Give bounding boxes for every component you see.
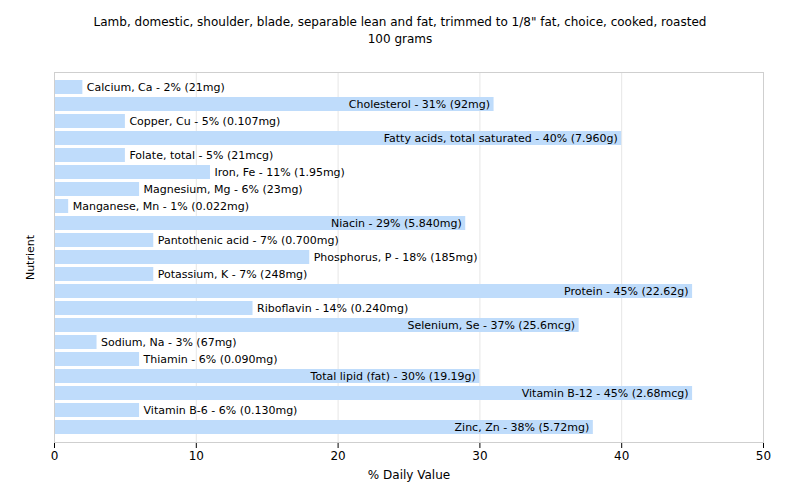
svg-text:Vitamin B-6 - 6% (0.130mg): Vitamin B-6 - 6% (0.130mg) (144, 404, 298, 417)
svg-text:Manganese, Mn - 1% (0.022mg): Manganese, Mn - 1% (0.022mg) (73, 200, 249, 213)
svg-text:0: 0 (51, 449, 59, 463)
svg-text:Cholesterol - 31% (92mg): Cholesterol - 31% (92mg) (349, 98, 490, 111)
svg-text:10: 10 (189, 449, 204, 463)
svg-text:Magnesium, Mg - 6% (23mg): Magnesium, Mg - 6% (23mg) (144, 183, 303, 196)
svg-text:Niacin - 29% (5.840mg): Niacin - 29% (5.840mg) (331, 217, 462, 230)
svg-text:Phosphorus, P - 18% (185mg): Phosphorus, P - 18% (185mg) (314, 251, 478, 264)
svg-text:Copper, Cu - 5% (0.107mg): Copper, Cu - 5% (0.107mg) (129, 115, 280, 128)
svg-text:% Daily Value: % Daily Value (368, 468, 450, 482)
svg-text:Total lipid (fat) - 30% (19.19: Total lipid (fat) - 30% (19.19g) (310, 370, 476, 383)
svg-text:40: 40 (614, 449, 629, 463)
svg-text:Pantothenic acid - 7% (0.700mg: Pantothenic acid - 7% (0.700mg) (158, 234, 339, 247)
svg-text:Folate, total - 5% (21mcg): Folate, total - 5% (21mcg) (129, 149, 273, 162)
html-text:100 grams: 100 grams (367, 32, 433, 46)
svg-text:Potassium, K - 7% (248mg): Potassium, K - 7% (248mg) (158, 268, 308, 281)
svg-text:Vitamin B-12 - 45% (2.68mcg): Vitamin B-12 - 45% (2.68mcg) (522, 387, 689, 400)
svg-text:Fatty acids, total saturated -: Fatty acids, total saturated - 40% (7.96… (384, 132, 618, 145)
html-text:Lamb, domestic, shoulder, blad: Lamb, domestic, shoulder, blade, separab… (93, 15, 707, 29)
svg-text:Selenium, Se - 37% (25.6mcg): Selenium, Se - 37% (25.6mcg) (407, 319, 575, 332)
svg-text:Zinc, Zn - 38% (5.72mg): Zinc, Zn - 38% (5.72mg) (455, 421, 590, 434)
svg-text:Nutrient: Nutrient (24, 234, 37, 280)
svg-text:Iron, Fe - 11% (1.95mg): Iron, Fe - 11% (1.95mg) (214, 166, 344, 179)
svg-text:Sodium, Na - 3% (67mg): Sodium, Na - 3% (67mg) (101, 336, 237, 349)
svg-text:Calcium, Ca - 2% (21mg): Calcium, Ca - 2% (21mg) (87, 81, 225, 94)
svg-text:20: 20 (330, 449, 345, 463)
svg-text:50: 50 (756, 449, 771, 463)
svg-text:30: 30 (472, 449, 487, 463)
svg-text:Thiamin - 6% (0.090mg): Thiamin - 6% (0.090mg) (143, 353, 278, 366)
svg-text:Protein - 45% (22.62g): Protein - 45% (22.62g) (564, 285, 689, 298)
svg-text:Riboflavin - 14% (0.240mg): Riboflavin - 14% (0.240mg) (257, 302, 408, 315)
